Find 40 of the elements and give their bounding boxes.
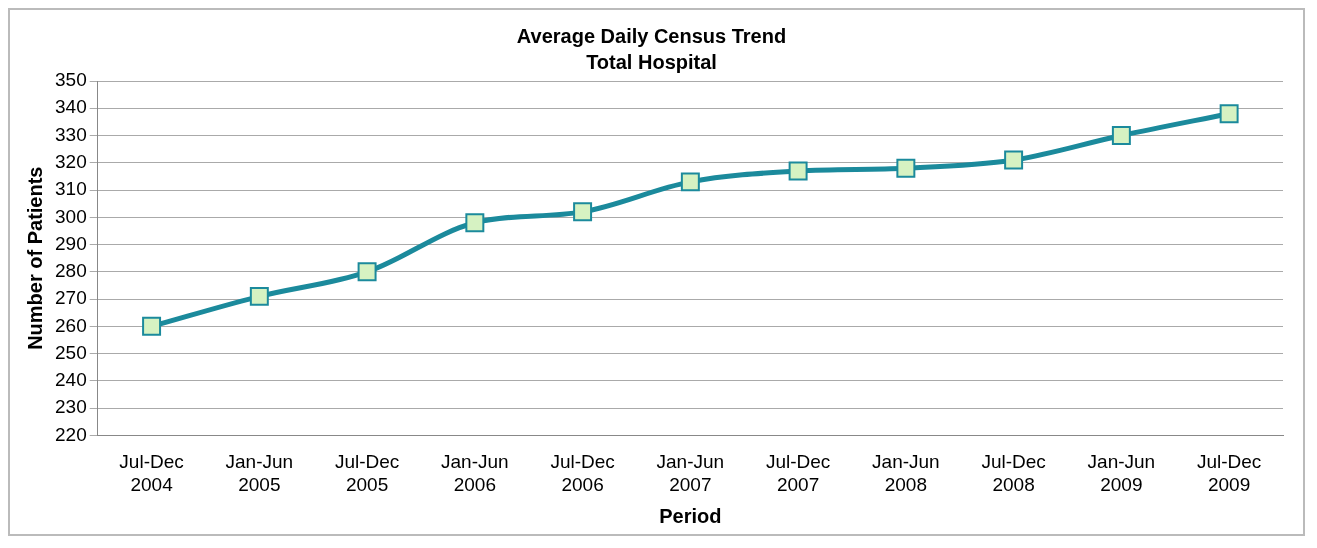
y-tick-label: 230 [55,396,87,418]
y-tick-label: 330 [55,123,87,145]
y-tick-label: 260 [55,314,87,336]
point [896,158,916,178]
y-tick-label: 340 [55,96,87,118]
point [465,213,485,233]
point [573,202,593,222]
point [1004,150,1024,170]
x-tick-label: Jan-Jun 2008 [872,451,940,495]
x-tick-label: Jul-Dec 2004 [119,451,184,495]
y-tick-label: 240 [55,369,87,391]
x-tick-label: Jan-Jun 2009 [1087,451,1156,495]
y-tick-label: 300 [55,205,87,227]
y-axis-title: Number of Patients [23,166,46,350]
point [142,316,162,336]
x-tick-label: Jan-Jun 2006 [441,451,509,495]
point [1111,126,1131,146]
x-tick-label: Jul-Dec 2005 [334,451,400,495]
point [680,172,700,192]
x-tick-label: Jan-Jun 2005 [225,451,294,495]
y-tick-label: 270 [55,287,87,309]
y-tick-label: 220 [55,423,87,445]
chart-subtitle: Total Hospital [586,50,717,73]
x-tick-label: Jan-Jun 2007 [656,451,725,495]
y-tick-label: 350 [55,69,87,91]
chart-title: Average Daily Census Trend [516,24,787,47]
point [249,286,269,306]
y-tick-label: 290 [55,232,87,254]
x-axis-title: Period [659,504,722,527]
x-tick-label: Jul-Dec 2009 [1196,451,1262,495]
point [1219,104,1239,124]
x-tick-label: Jul-Dec 2007 [765,451,831,495]
y-tick-label: 310 [55,178,87,200]
y-tick-label: 280 [55,260,87,282]
point [788,161,808,181]
x-tick-label: Jul-Dec 2008 [981,451,1046,495]
y-tick-label: 250 [55,341,87,363]
y-tick-label: 320 [55,151,87,173]
point [357,262,377,282]
x-tick-label: Jul-Dec 2006 [550,451,615,495]
